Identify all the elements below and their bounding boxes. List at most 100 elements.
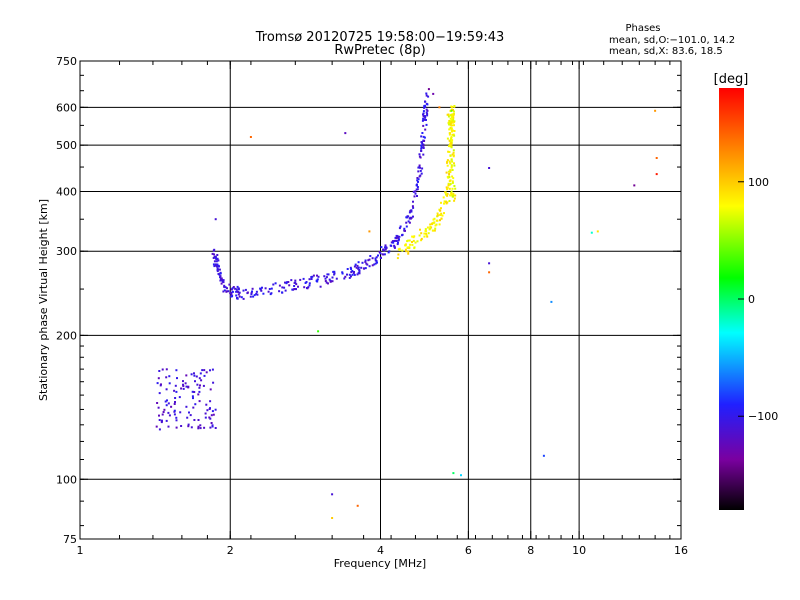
echo-point bbox=[230, 293, 233, 295]
echo-point bbox=[216, 265, 218, 268]
echo-point bbox=[453, 134, 456, 137]
echo-point bbox=[408, 221, 411, 224]
echo-point bbox=[406, 240, 409, 243]
echo-point bbox=[436, 214, 439, 217]
echo-point bbox=[407, 250, 410, 253]
echo-point bbox=[453, 162, 455, 165]
isolated-point bbox=[427, 88, 430, 91]
echo-point bbox=[448, 139, 451, 142]
echo-point bbox=[420, 135, 423, 138]
echo-point bbox=[450, 116, 453, 119]
echo-point bbox=[191, 390, 194, 393]
echo-point bbox=[421, 167, 424, 170]
echo-point bbox=[217, 273, 220, 275]
echo-point bbox=[231, 295, 233, 298]
echo-point bbox=[261, 286, 263, 289]
echo-point bbox=[376, 261, 378, 264]
echo-point bbox=[453, 199, 456, 202]
echo-point bbox=[451, 180, 454, 183]
echo-point bbox=[454, 187, 457, 190]
echo-point bbox=[443, 202, 445, 205]
echo-point bbox=[448, 200, 451, 202]
echo-point bbox=[333, 273, 336, 276]
echo-point bbox=[419, 228, 421, 231]
isolated-point bbox=[460, 474, 462, 477]
echo-point bbox=[452, 114, 455, 117]
echo-point bbox=[413, 246, 416, 249]
isolated-point bbox=[452, 472, 455, 475]
echo-point bbox=[165, 376, 168, 379]
echo-point bbox=[214, 408, 217, 411]
echo-point bbox=[198, 390, 201, 393]
echo-point bbox=[407, 215, 410, 218]
echo-point bbox=[452, 109, 454, 111]
echo-point bbox=[408, 246, 411, 249]
echo-point bbox=[451, 187, 454, 190]
echo-point bbox=[216, 257, 219, 260]
echo-point bbox=[410, 209, 413, 212]
echo-point bbox=[214, 263, 217, 266]
echo-point bbox=[173, 409, 176, 412]
echo-point bbox=[220, 282, 223, 285]
echo-point bbox=[416, 177, 419, 179]
echo-point bbox=[418, 164, 421, 167]
echo-point bbox=[356, 273, 359, 276]
echo-point bbox=[448, 128, 451, 131]
echo-point bbox=[185, 385, 188, 388]
echo-point bbox=[249, 295, 252, 298]
echo-point bbox=[316, 274, 318, 277]
echo-point bbox=[433, 229, 436, 232]
echo-point bbox=[449, 127, 452, 130]
echo-point bbox=[317, 275, 320, 278]
echo-point bbox=[165, 419, 168, 422]
echo-point bbox=[173, 410, 176, 413]
echo-point bbox=[209, 417, 212, 420]
echo-point bbox=[374, 262, 377, 265]
echo-point bbox=[174, 397, 177, 399]
echo-point bbox=[358, 269, 361, 272]
echo-point bbox=[156, 382, 159, 385]
echo-point bbox=[274, 282, 277, 285]
echo-point bbox=[190, 426, 193, 429]
echo-point bbox=[409, 209, 412, 212]
echo-point bbox=[197, 419, 200, 421]
echo-point bbox=[449, 169, 452, 172]
echo-point bbox=[424, 128, 427, 131]
echo-point bbox=[451, 153, 454, 156]
echo-point bbox=[432, 218, 435, 221]
echo-point bbox=[449, 117, 452, 120]
echo-point bbox=[180, 425, 183, 427]
echo-point bbox=[417, 180, 419, 183]
x-tick-label: 1 bbox=[77, 544, 84, 557]
echo-point bbox=[199, 424, 202, 427]
echo-point bbox=[199, 384, 201, 387]
echo-point bbox=[425, 111, 428, 114]
echo-point bbox=[405, 221, 408, 224]
echo-point bbox=[187, 386, 190, 389]
echo-point bbox=[209, 388, 212, 391]
echo-point bbox=[452, 121, 454, 124]
echo-point bbox=[394, 239, 397, 242]
echo-point bbox=[223, 285, 226, 288]
echo-point bbox=[454, 194, 457, 197]
echo-point bbox=[348, 276, 351, 279]
echo-point bbox=[453, 130, 456, 132]
echo-point bbox=[448, 143, 451, 146]
echo-point bbox=[411, 241, 413, 243]
echo-point bbox=[354, 263, 357, 266]
echo-point bbox=[182, 383, 184, 386]
chart-subtitle: RwPretec (8p) bbox=[334, 43, 425, 58]
echo-point bbox=[193, 374, 196, 377]
echo-point bbox=[379, 252, 382, 255]
echo-point bbox=[443, 200, 446, 203]
echo-point bbox=[366, 263, 369, 266]
echo-point bbox=[451, 160, 454, 163]
echo-point bbox=[293, 285, 296, 287]
echo-point bbox=[185, 405, 188, 408]
echo-point bbox=[294, 288, 297, 290]
isolated-point bbox=[542, 454, 545, 457]
isolated-point bbox=[249, 136, 252, 138]
echo-point bbox=[175, 426, 178, 429]
echo-point bbox=[420, 144, 423, 147]
axis-ticks: 1 2 4 6 8 10 16 75 100 200 300 400 500 600 750 bbox=[56, 55, 688, 557]
